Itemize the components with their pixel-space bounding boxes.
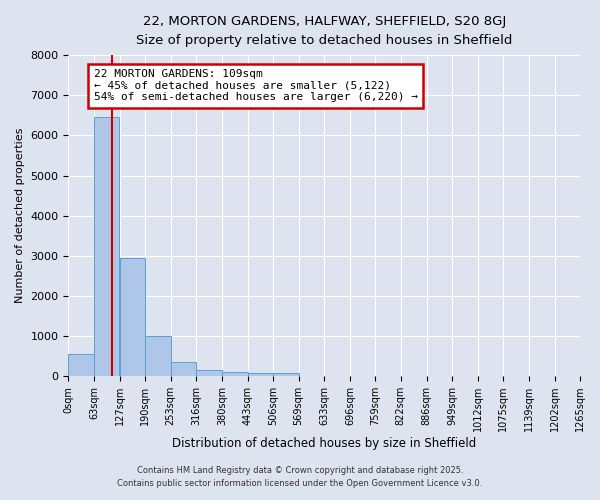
Bar <box>145 336 171 376</box>
Bar <box>273 373 299 376</box>
Y-axis label: Number of detached properties: Number of detached properties <box>15 128 25 304</box>
Text: 22 MORTON GARDENS: 109sqm
← 45% of detached houses are smaller (5,122)
54% of se: 22 MORTON GARDENS: 109sqm ← 45% of detac… <box>94 69 418 102</box>
Bar <box>222 372 248 376</box>
Bar <box>248 373 273 376</box>
Bar <box>94 118 119 376</box>
Text: Contains HM Land Registry data © Crown copyright and database right 2025.
Contai: Contains HM Land Registry data © Crown c… <box>118 466 482 487</box>
Bar <box>196 370 221 376</box>
Title: 22, MORTON GARDENS, HALFWAY, SHEFFIELD, S20 8GJ
Size of property relative to det: 22, MORTON GARDENS, HALFWAY, SHEFFIELD, … <box>136 15 512 47</box>
Bar <box>120 258 145 376</box>
X-axis label: Distribution of detached houses by size in Sheffield: Distribution of detached houses by size … <box>172 437 476 450</box>
Bar <box>171 362 196 376</box>
Bar <box>68 354 94 376</box>
